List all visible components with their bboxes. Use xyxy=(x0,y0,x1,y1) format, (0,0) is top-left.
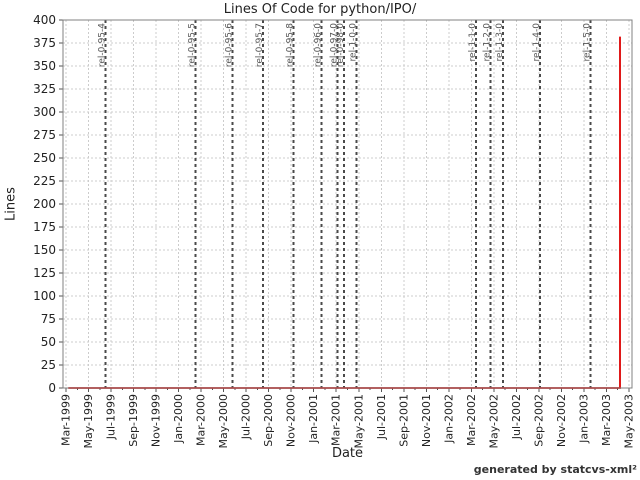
y-tick-label: 125 xyxy=(33,266,56,280)
plot-border xyxy=(62,19,633,389)
y-tick-label: 0 xyxy=(48,381,56,395)
x-tick-label: Jul-2002 xyxy=(510,394,523,440)
y-tick-label: 200 xyxy=(33,197,56,211)
release-label: rel-1-5-0 xyxy=(583,23,593,62)
y-tick-label: 75 xyxy=(41,312,56,326)
y-tick-label: 375 xyxy=(33,36,56,50)
x-tick-label: Jan-2001 xyxy=(307,394,320,444)
y-tick-label: 400 xyxy=(33,13,56,27)
y-tick-label: 175 xyxy=(33,220,56,234)
y-tick-label: 300 xyxy=(33,105,56,119)
x-tick-label: May-1999 xyxy=(82,394,95,449)
x-tick-label: May-2001 xyxy=(352,394,365,449)
y-tick-label: 100 xyxy=(33,289,56,303)
release-label: rel-0-97-0 xyxy=(329,23,339,67)
y-tick-label: 325 xyxy=(33,82,56,96)
release-label: rel-0-95-4 xyxy=(97,23,107,67)
release-label: rel-0-95-7 xyxy=(255,23,265,67)
release-label: rel-1-0-0 xyxy=(349,23,359,62)
release-label: rel-0-95-8 xyxy=(285,23,295,67)
gridlines xyxy=(63,19,632,389)
x-tick-label: Jul-2000 xyxy=(240,394,253,440)
x-tick-label: Jan-2000 xyxy=(172,394,185,444)
x-tick-label: Mar-1999 xyxy=(60,394,73,446)
x-tick-label: Jan-2003 xyxy=(577,394,590,444)
y-tick-label: 150 xyxy=(33,243,56,257)
y-tick-label: 225 xyxy=(33,174,56,188)
x-tick-label: Sep-2001 xyxy=(397,394,410,447)
chart-title: Lines Of Code for python/IPO/ xyxy=(223,2,417,17)
y-tick-label: 275 xyxy=(33,128,56,142)
x-tick-label: May-2002 xyxy=(487,394,500,449)
x-tick-label: Jul-1999 xyxy=(105,394,118,440)
release-label: rel-0-96-0 xyxy=(314,23,324,67)
release-label: rel-1-4-0 xyxy=(532,23,542,62)
generator-credit: generated by statcvs-xml² xyxy=(473,463,637,476)
x-tick-label: Nov-2001 xyxy=(420,394,433,447)
x-axis-title: Date xyxy=(331,446,364,461)
x-tick-label: May-2003 xyxy=(623,394,636,449)
y-tick-label: 25 xyxy=(41,358,56,372)
y-tick-label: 350 xyxy=(33,59,56,73)
y-tick-label: 250 xyxy=(33,151,56,165)
x-tick-label: Sep-2000 xyxy=(262,394,275,447)
x-tick-label: Mar-2003 xyxy=(600,394,613,446)
x-tick-label: Jul-2001 xyxy=(375,394,388,440)
y-axis: 0 25 50 75 100 125 150 175 200 225 250 275 300 325 350… xyxy=(33,13,63,395)
x-tick-label: May-2000 xyxy=(217,394,230,449)
x-tick-label: Nov-2000 xyxy=(285,394,298,447)
x-tick-label: Mar-2001 xyxy=(330,394,343,446)
release-label: rel-0-95-6 xyxy=(225,23,235,67)
x-tick-label: Nov-2002 xyxy=(555,394,568,447)
release-label: rel-1-1-0 xyxy=(468,23,478,62)
y-axis-title: Lines xyxy=(3,187,19,221)
x-tick-label: Sep-1999 xyxy=(127,394,140,447)
x-tick-label: Sep-2002 xyxy=(532,394,545,447)
x-tick-label: Jan-2002 xyxy=(442,394,455,444)
x-axis: Mar-1999 May-1999 Jul-1999 Sep-1999 Nov-1999… xyxy=(60,388,636,449)
release-markers xyxy=(104,20,592,388)
release-label: rel-0-98-0 xyxy=(336,23,346,67)
x-tick-label: Mar-2002 xyxy=(465,394,478,446)
release-label: rel-0-95-5 xyxy=(187,23,197,67)
release-label: rel-1-2-0 xyxy=(483,23,493,62)
release-labels: rel-0-95-4 rel-0-95-5 rel-0-95-6 rel-0-95-7… xyxy=(97,23,592,67)
x-tick-label: Nov-1999 xyxy=(150,394,163,447)
x-tick-label: Mar-2000 xyxy=(195,394,208,446)
release-label: rel-1-3-0 xyxy=(495,23,505,62)
y-tick-label: 50 xyxy=(41,335,56,349)
